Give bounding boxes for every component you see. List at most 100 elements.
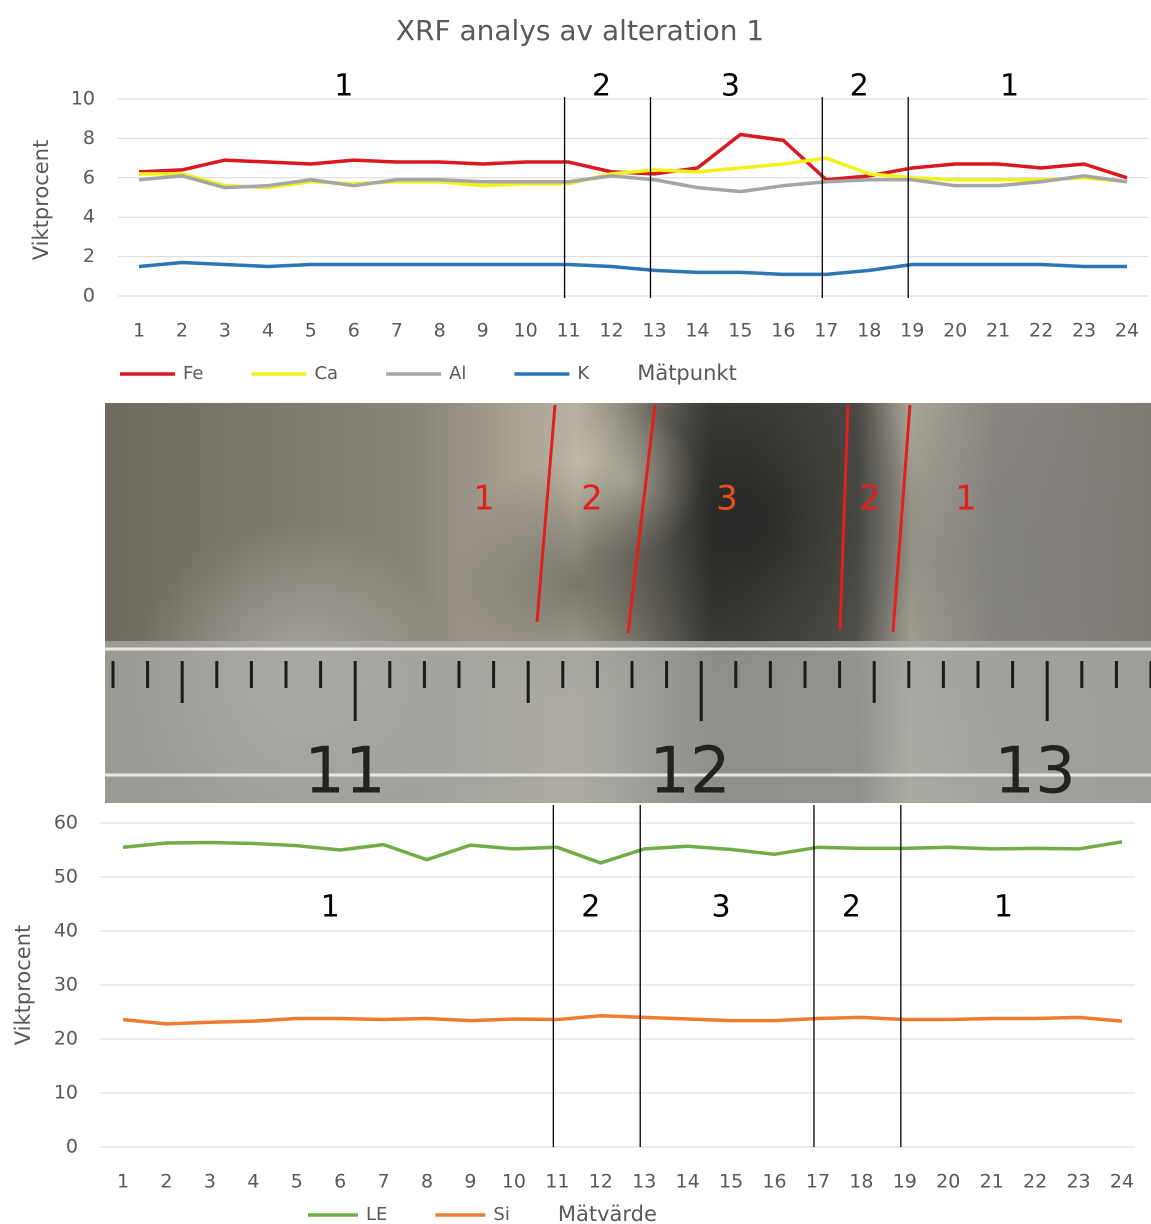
zone-label: 2 bbox=[592, 69, 611, 104]
x-tick-label: 2 bbox=[160, 1171, 172, 1193]
x-tick-label: 7 bbox=[391, 320, 403, 342]
zone-label: 2 bbox=[842, 890, 861, 925]
x-tick-label: 13 bbox=[632, 1171, 656, 1193]
x-tick-label: 11 bbox=[545, 1171, 569, 1193]
legend-label: K bbox=[577, 363, 590, 384]
x-tick-label: 14 bbox=[685, 320, 709, 342]
y-tick-label: 10 bbox=[54, 1082, 78, 1104]
x-tick-label: 19 bbox=[893, 1171, 917, 1193]
x-axis-label: Mätpunkt bbox=[637, 361, 737, 385]
zone-label: 1 bbox=[321, 890, 340, 925]
y-axis-label: Viktprocent bbox=[11, 925, 35, 1046]
x-tick-label: 5 bbox=[305, 320, 317, 342]
x-tick-label: 17 bbox=[806, 1171, 830, 1193]
photo-zone-label: 1 bbox=[473, 479, 495, 519]
y-tick-label: 30 bbox=[54, 974, 78, 996]
y-tick-label: 0 bbox=[66, 1136, 78, 1158]
boundary bbox=[840, 405, 848, 630]
legend-label: Ca bbox=[314, 363, 338, 384]
legend-label: Fe bbox=[183, 363, 203, 384]
x-tick-label: 1 bbox=[133, 320, 145, 342]
x-tick-label: 9 bbox=[477, 320, 489, 342]
x-tick-label: 12 bbox=[589, 1171, 613, 1193]
y-axis-label: Viktprocent bbox=[29, 140, 53, 261]
boundary bbox=[628, 405, 655, 633]
x-tick-label: 23 bbox=[1066, 1171, 1090, 1193]
ruler-number: 12 bbox=[649, 735, 730, 803]
x-tick-label: 2 bbox=[176, 320, 188, 342]
zone-label: 2 bbox=[850, 69, 869, 104]
series-line bbox=[139, 263, 1127, 275]
legend-label: Si bbox=[493, 1204, 509, 1224]
x-tick-label: 11 bbox=[556, 320, 580, 342]
x-tick-label: 17 bbox=[814, 320, 838, 342]
legend-label: LE bbox=[366, 1204, 387, 1224]
chart-title: XRF analys av alteration 1 bbox=[396, 14, 764, 47]
boundary bbox=[537, 405, 555, 622]
zone-label: 3 bbox=[721, 69, 740, 104]
y-tick-label: 60 bbox=[54, 812, 78, 834]
x-tick-label: 8 bbox=[434, 320, 446, 342]
x-tick-label: 6 bbox=[334, 1171, 346, 1193]
y-tick-label: 20 bbox=[54, 1028, 78, 1050]
zone-label: 3 bbox=[712, 890, 731, 925]
y-tick-label: 10 bbox=[71, 88, 95, 110]
x-tick-label: 10 bbox=[502, 1171, 526, 1193]
x-tick-label: 6 bbox=[348, 320, 360, 342]
ruler-number: 11 bbox=[304, 735, 385, 803]
x-tick-label: 14 bbox=[676, 1171, 700, 1193]
series-line bbox=[123, 1016, 1122, 1024]
boundary bbox=[893, 405, 910, 632]
x-tick-label: 15 bbox=[728, 320, 752, 342]
x-tick-label: 22 bbox=[1023, 1171, 1047, 1193]
x-tick-label: 9 bbox=[464, 1171, 476, 1193]
y-tick-label: 2 bbox=[83, 245, 95, 267]
photo-zone-label: 2 bbox=[581, 479, 603, 519]
x-tick-label: 20 bbox=[943, 320, 967, 342]
x-tick-label: 16 bbox=[771, 320, 795, 342]
x-tick-label: 7 bbox=[378, 1171, 390, 1193]
x-tick-label: 5 bbox=[291, 1171, 303, 1193]
y-tick-label: 6 bbox=[83, 166, 95, 188]
y-tick-label: 0 bbox=[83, 285, 95, 307]
x-tick-label: 24 bbox=[1110, 1171, 1134, 1193]
zone-label: 2 bbox=[581, 890, 600, 925]
photo-zone-label: 1 bbox=[955, 479, 977, 519]
legend-label: Al bbox=[449, 363, 466, 384]
x-tick-label: 3 bbox=[204, 1171, 216, 1193]
x-tick-label: 16 bbox=[762, 1171, 786, 1193]
zone-label: 1 bbox=[1000, 69, 1019, 104]
ruler-number: 13 bbox=[994, 735, 1075, 803]
x-tick-label: 12 bbox=[599, 320, 623, 342]
x-tick-label: 21 bbox=[986, 320, 1010, 342]
x-tick-label: 24 bbox=[1115, 320, 1139, 342]
x-tick-label: 15 bbox=[719, 1171, 743, 1193]
y-tick-label: 8 bbox=[83, 127, 95, 149]
x-tick-label: 23 bbox=[1072, 320, 1096, 342]
x-tick-label: 13 bbox=[642, 320, 666, 342]
x-tick-label: 19 bbox=[900, 320, 924, 342]
y-tick-label: 40 bbox=[54, 920, 78, 942]
zone-boundaries bbox=[537, 405, 910, 633]
y-tick-label: 50 bbox=[54, 866, 78, 888]
y-tick-label: 4 bbox=[83, 206, 95, 228]
photo-zone-label: 2 bbox=[859, 479, 881, 519]
x-tick-label: 22 bbox=[1029, 320, 1053, 342]
x-tick-label: 1 bbox=[117, 1171, 129, 1193]
x-tick-label: 4 bbox=[262, 320, 274, 342]
x-axis-label: Mätvärde bbox=[558, 1202, 657, 1224]
x-tick-label: 20 bbox=[936, 1171, 960, 1193]
zone-label: 1 bbox=[334, 69, 353, 104]
x-tick-label: 3 bbox=[219, 320, 231, 342]
x-tick-label: 18 bbox=[849, 1171, 873, 1193]
x-tick-label: 21 bbox=[980, 1171, 1004, 1193]
zone-label: 1 bbox=[994, 890, 1013, 925]
x-tick-label: 8 bbox=[421, 1171, 433, 1193]
x-tick-label: 4 bbox=[247, 1171, 259, 1193]
x-tick-label: 10 bbox=[514, 320, 538, 342]
page: XRF analys av alteration 1 0246810123456… bbox=[0, 0, 1151, 1224]
series-line bbox=[123, 842, 1122, 863]
